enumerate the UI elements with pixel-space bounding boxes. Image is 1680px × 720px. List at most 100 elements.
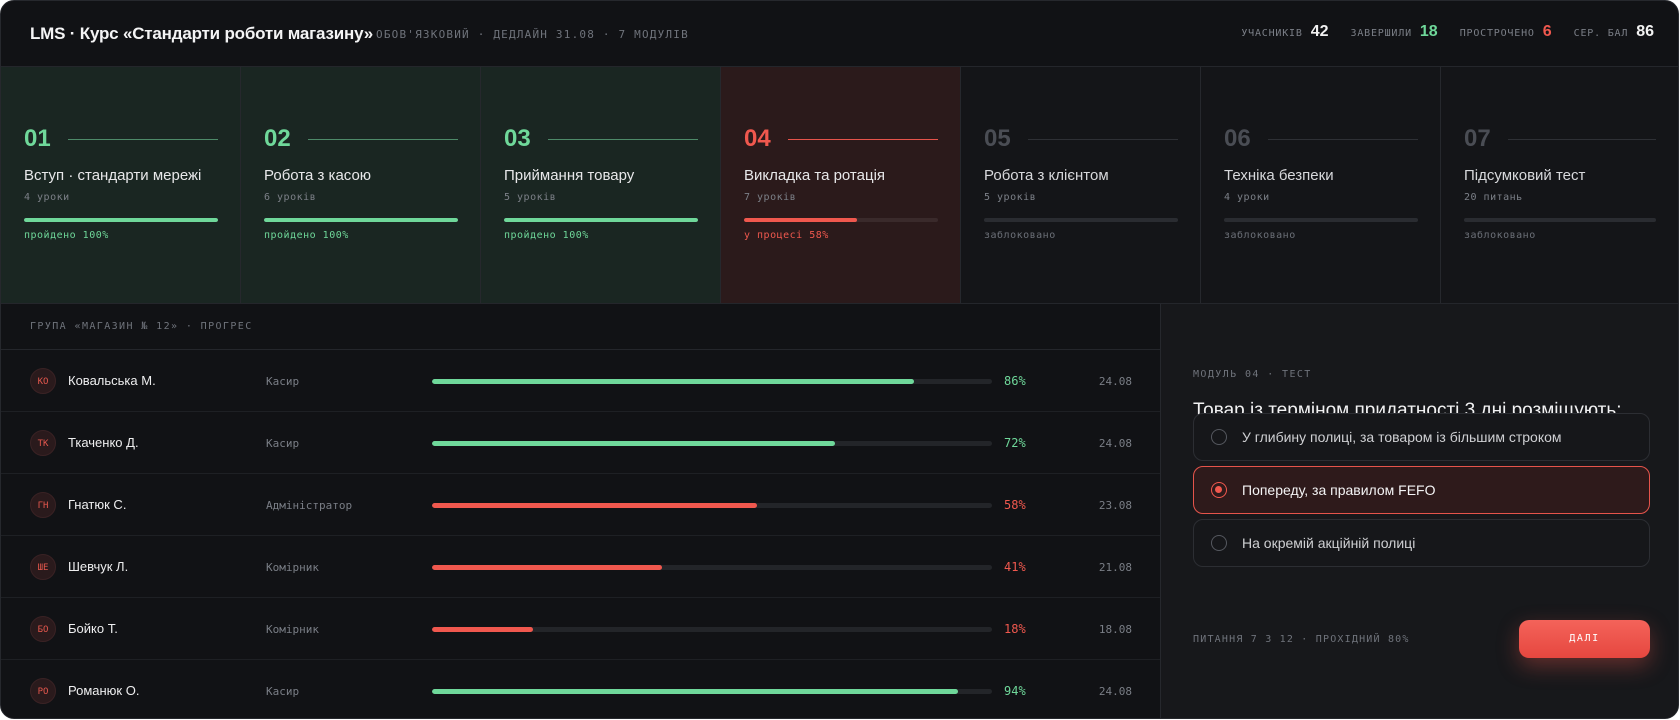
module-status: пройдено 100% [504,230,589,241]
student-role: Комірник [266,623,319,636]
group-progress-panel: ГРУПА «МАГАЗИН № 12» · ПРОГРЕС КО Коваль… [1,304,1161,718]
student-progress-fill [432,689,959,694]
quiz-option-2[interactable]: Попереду, за правилом FEFO [1193,466,1650,514]
module-lessons: 7 уроків [744,192,797,203]
quiz-option-3[interactable]: На окремій акційній полиці [1193,519,1650,567]
table-row[interactable]: БО Бойко Т. Комірник 18% 18.08 [1,598,1160,660]
module-lessons: 4 уроки [24,192,70,203]
module-status: пройдено 100% [264,230,349,241]
module-status: заблоковано [1224,230,1296,241]
student-percent: 41% [1004,560,1026,574]
module-card-03[interactable]: 03 Приймання товару 5 уроків пройдено 10… [481,67,721,303]
stat-label: ЗАВЕРШИЛИ [1350,28,1412,39]
student-progress-fill [432,565,662,570]
module-divider [548,139,698,140]
stat-completed: ЗАВЕРШИЛИ 18 [1351,23,1438,41]
module-progress-bar [744,218,938,222]
student-progress-bar [432,503,992,508]
module-progress-bar [504,218,698,222]
option-text: На окремій акційній полиці [1242,535,1416,551]
radio-icon [1211,429,1227,445]
module-progress-fill [24,218,218,222]
module-status: заблоковано [1464,230,1536,241]
top-header: LMS · Курс «Стандарти роботи магазину» О… [1,1,1678,67]
module-lessons: 5 уроків [504,192,557,203]
student-date: 18.08 [1098,623,1132,636]
option-text: У глибину полиці, за товаром із більшим … [1242,429,1562,445]
module-divider [1508,139,1656,140]
module-status: у процесі 58% [744,230,829,241]
student-percent: 72% [1004,436,1026,450]
stat-value: 42 [1310,23,1329,40]
group-heading: ГРУПА «МАГАЗИН № 12» · ПРОГРЕС [1,304,1160,350]
module-number: 01 [24,125,51,152]
student-progress-bar [432,565,992,570]
module-card-05[interactable]: 05 Робота з клієнтом 5 уроків заблокован… [961,67,1201,303]
student-date: 23.08 [1098,499,1132,512]
module-progress-bar [1224,218,1418,222]
module-progress-fill [744,218,857,222]
student-progress-bar [432,441,992,446]
module-card-06[interactable]: 06 Техніка безпеки 4 уроки заблоковано [1201,67,1441,303]
radio-icon [1211,535,1227,551]
module-divider [308,139,458,140]
student-name: Ткаченко Д. [68,435,139,450]
module-title: Викладка та ротація [744,167,886,184]
student-name: Шевчук Л. [68,559,129,574]
student-name: Гнатюк С. [68,497,127,512]
student-percent: 58% [1004,498,1026,512]
option-text: Попереду, за правилом FEFO [1242,482,1436,498]
student-name: Романюк О. [68,683,140,698]
stat-label: УЧАСНИКІВ [1241,28,1303,39]
module-card-01[interactable]: 01 Вступ · стандарти мережі 4 уроки прой… [1,67,241,303]
student-role: Комірник [266,561,319,574]
table-row[interactable]: ШЕ Шевчук Л. Комірник 41% 21.08 [1,536,1160,598]
module-number: 06 [1224,125,1251,152]
module-number: 07 [1464,125,1491,152]
module-title: Вступ · стандарти мережі [24,167,202,184]
student-percent: 94% [1004,684,1026,698]
student-progress-fill [432,379,914,384]
student-role: Касир [266,685,300,698]
avatar: ШЕ [30,554,56,580]
stat-average-score: СЕР. БАЛ 86 [1574,23,1654,41]
student-role: Касир [266,437,300,450]
module-number: 04 [744,125,771,152]
module-strip: 01 Вступ · стандарти мережі 4 уроки прой… [1,67,1678,304]
course-meta: ОБОВ'ЯЗКОВИЙ · ДЕДЛАЙН 31.08 · 7 МОДУЛІВ [376,28,689,41]
module-divider [68,139,218,140]
avatar: БО [30,616,56,642]
course-title: LMS · Курс «Стандарти роботи магазину» [30,24,374,43]
module-card-07[interactable]: 07 Підсумковий тест 20 питань заблокован… [1441,67,1678,303]
module-title: Підсумковий тест [1464,167,1586,184]
module-lessons: 6 уроків [264,192,317,203]
module-progress-bar [984,218,1178,222]
student-name: Ковальська М. [68,373,156,388]
module-card-02[interactable]: 02 Робота з касою 6 уроків пройдено 100% [241,67,481,303]
module-number: 02 [264,125,291,152]
table-row[interactable]: РО Романюк О. Касир 94% 24.08 [1,660,1160,718]
student-percent: 18% [1004,622,1026,636]
table-row[interactable]: ГН Гнатюк С. Адміністратор 58% 23.08 [1,474,1160,536]
module-lessons: 5 уроків [984,192,1037,203]
quiz-option-1[interactable]: У глибину полиці, за товаром із більшим … [1193,413,1650,461]
module-progress-bar [24,218,218,222]
student-date: 24.08 [1098,437,1132,450]
table-row[interactable]: ТК Ткаченко Д. Касир 72% 24.08 [1,412,1160,474]
student-progress-fill [432,503,757,508]
next-button[interactable]: ДАЛІ [1519,620,1650,658]
student-name: Бойко Т. [68,621,118,636]
stat-label: СЕР. БАЛ [1573,28,1629,39]
module-progress-fill [504,218,698,222]
student-progress-bar [432,379,992,384]
quiz-panel: МОДУЛЬ 04 · ТЕСТ Товар із терміном прида… [1161,304,1678,718]
module-number: 03 [504,125,531,152]
module-divider [1028,139,1178,140]
header-stats: УЧАСНИКІВ 42 ЗАВЕРШИЛИ 18 ПРОСТРОЧЕНО 6 … [1219,23,1654,41]
student-role: Адміністратор [266,499,353,512]
module-card-04[interactable]: 04 Викладка та ротація 7 уроків у процес… [721,67,961,303]
student-date: 24.08 [1098,375,1132,388]
avatar: ТК [30,430,56,456]
table-row[interactable]: КО Ковальська М. Касир 86% 24.08 [1,350,1160,412]
